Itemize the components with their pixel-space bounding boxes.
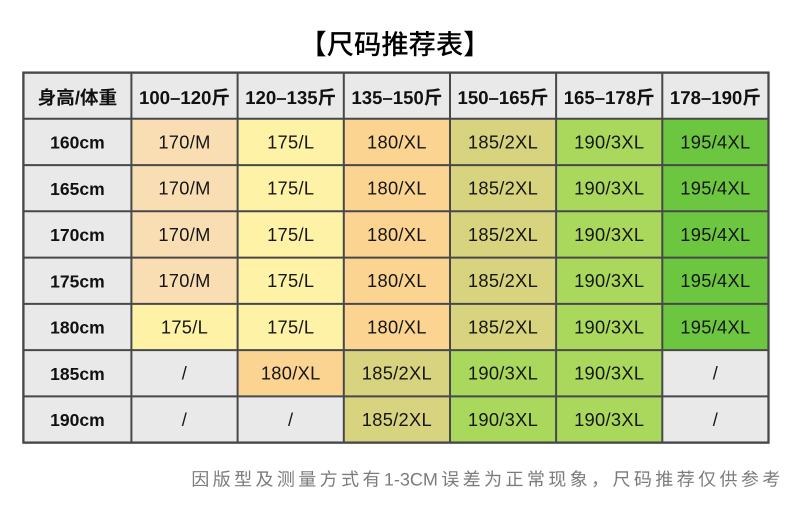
svg-text:/: / [713,363,719,384]
svg-text:190/3XL: 190/3XL [574,363,644,384]
svg-text:190/3XL: 190/3XL [574,409,644,430]
svg-text:180/XL: 180/XL [261,363,321,384]
svg-text:190/3XL: 190/3XL [468,409,538,430]
svg-text:190cm: 190cm [50,410,105,430]
svg-text:195/4XL: 195/4XL [680,132,750,153]
svg-text:175/L: 175/L [267,270,314,291]
svg-text:175cm: 175cm [50,271,105,291]
svg-text:180cm: 180cm [50,318,105,338]
svg-text:190/3XL: 190/3XL [468,363,538,384]
svg-text:180/XL: 180/XL [367,224,427,245]
svg-text:170cm: 170cm [50,225,105,245]
svg-text:170/M: 170/M [158,178,210,199]
svg-text:170/M: 170/M [158,132,210,153]
svg-text:180/XL: 180/XL [367,178,427,199]
svg-text:190/3XL: 190/3XL [574,270,644,291]
svg-text:185/2XL: 185/2XL [362,363,432,384]
svg-text:185cm: 185cm [50,364,105,384]
svg-text:165cm: 165cm [50,179,105,199]
svg-text:/: / [182,363,188,384]
svg-text:185/2XL: 185/2XL [468,317,538,338]
svg-text:185/2XL: 185/2XL [362,409,432,430]
svg-text:175/L: 175/L [267,317,314,338]
svg-text:175/L: 175/L [267,224,314,245]
svg-text:/: / [713,409,719,430]
svg-text:180/XL: 180/XL [367,270,427,291]
svg-text:195/4XL: 195/4XL [680,224,750,245]
svg-text:190/3XL: 190/3XL [574,224,644,245]
svg-text:160cm: 160cm [50,133,105,153]
svg-text:190/3XL: 190/3XL [574,178,644,199]
svg-text:190/3XL: 190/3XL [574,132,644,153]
svg-text:180/XL: 180/XL [367,317,427,338]
svg-text:185/2XL: 185/2XL [468,178,538,199]
svg-text:175/L: 175/L [267,178,314,199]
svg-text:175/L: 175/L [267,132,314,153]
svg-text:185/2XL: 185/2XL [468,224,538,245]
svg-text:175/L: 175/L [161,317,208,338]
svg-text:195/4XL: 195/4XL [680,270,750,291]
svg-text:/: / [182,409,188,430]
svg-text:190/3XL: 190/3XL [574,317,644,338]
svg-text:170/M: 170/M [158,224,210,245]
svg-text:180/XL: 180/XL [367,132,427,153]
svg-text:195/4XL: 195/4XL [680,178,750,199]
svg-text:170/M: 170/M [158,270,210,291]
svg-text:185/2XL: 185/2XL [468,132,538,153]
svg-text:185/2XL: 185/2XL [468,270,538,291]
svg-text:195/4XL: 195/4XL [680,317,750,338]
svg-text:/: / [288,409,294,430]
